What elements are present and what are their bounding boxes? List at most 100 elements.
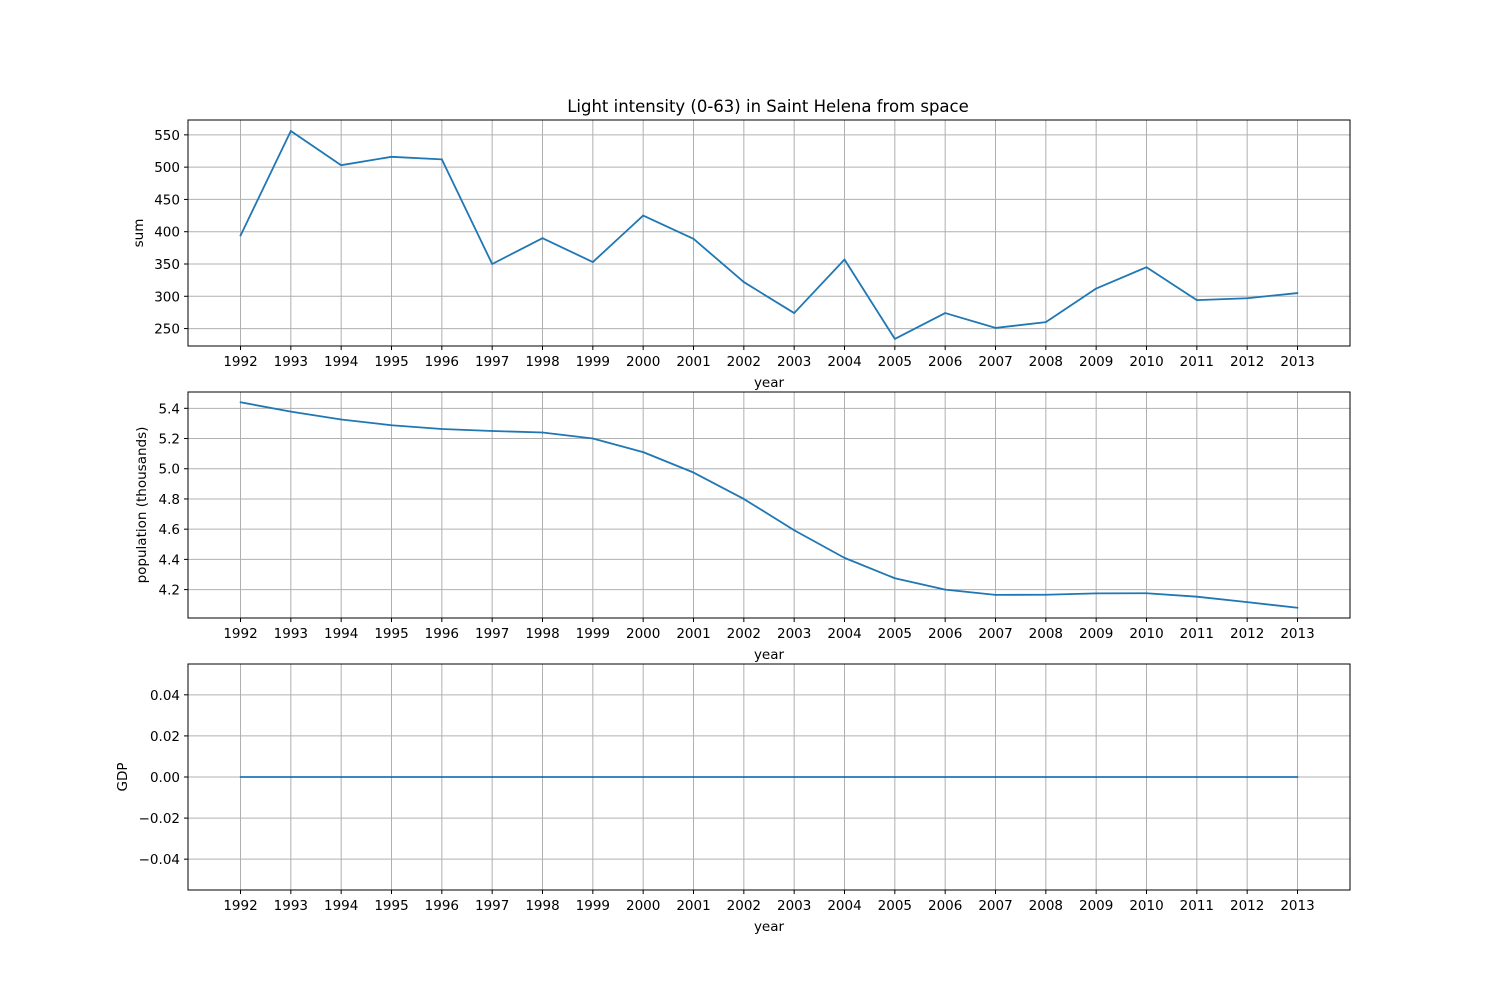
data-point [289, 130, 292, 132]
x-tick-label: 2010 [1129, 626, 1163, 642]
axes-frame [187, 391, 1351, 619]
y-tick-label: 4.6 [159, 522, 180, 538]
x-tick-label: 2000 [626, 626, 660, 642]
series-line [240, 401, 1298, 609]
x-tick-label: 2010 [1129, 354, 1163, 370]
x-axis-label: year [754, 375, 785, 391]
x-tick-label: 2001 [676, 626, 710, 642]
subplot-light-intensity: 1992 1993 1994 1995 1996 1997 1998 1999 2000 2001… [131, 119, 1351, 391]
data-point [440, 776, 443, 778]
x-tick-label: 1996 [425, 626, 459, 642]
y-axis-label: population (thousands) [134, 427, 150, 584]
x-tick-label: 2008 [1029, 354, 1063, 370]
x-tick-label: 2004 [827, 354, 861, 370]
x-tick-label: 2001 [676, 354, 710, 370]
data-point [1246, 601, 1249, 604]
plot-area: 1992 1993 1994 1995 1996 1997 1998 1999 2000 2001… [139, 663, 1351, 914]
subplot-gdp: 1992 1993 1994 1995 1996 1997 1998 1999 2000 2001… [115, 663, 1351, 935]
x-tick-label: 2011 [1180, 626, 1214, 642]
x-tick-label: 2012 [1230, 354, 1264, 370]
data-point [1296, 606, 1299, 609]
y-tick-label: 350 [154, 257, 180, 273]
x-tick-label: 2003 [777, 354, 811, 370]
data-point [390, 776, 393, 778]
data-point [692, 471, 695, 474]
data-point [1296, 292, 1299, 294]
x-tick-label: 1995 [374, 898, 408, 914]
x-tick-label: 1999 [576, 354, 610, 370]
y-tick-label: 400 [154, 225, 180, 241]
data-point [742, 776, 745, 778]
x-tick-label: 2008 [1029, 898, 1063, 914]
data-point [1095, 592, 1098, 595]
x-tick-label: 2009 [1079, 354, 1113, 370]
y-tick-label: 4.4 [159, 552, 180, 568]
x-tick-label: 1994 [324, 626, 358, 642]
data-point [541, 776, 544, 778]
data-point [843, 556, 846, 559]
data-point [944, 312, 947, 314]
data-point [591, 261, 594, 263]
data-point [1145, 776, 1148, 778]
data-point [239, 234, 242, 237]
x-tick-label: 1992 [223, 354, 257, 370]
x-tick-label: 2012 [1230, 898, 1264, 914]
x-tick-label: 1996 [425, 354, 459, 370]
y-tick-label: 5.4 [159, 401, 180, 417]
data-point [591, 776, 594, 778]
data-point [390, 424, 393, 427]
chart-title: Light intensity (0-63) in Saint Helena f… [567, 97, 969, 116]
data-point [239, 401, 242, 404]
x-tick-label: 1995 [374, 354, 408, 370]
y-tick-label: 300 [154, 289, 180, 305]
x-tick-label: 2007 [978, 898, 1012, 914]
y-tick-label: 550 [154, 128, 180, 144]
y-tick-label: 5.2 [159, 432, 180, 448]
y-tick-label: 0.02 [150, 729, 180, 745]
x-tick-label: 1999 [576, 626, 610, 642]
x-tick-label: 2010 [1129, 898, 1163, 914]
y-tick-label: 0.00 [150, 770, 180, 786]
y-tick-label: −0.04 [139, 852, 180, 868]
data-point [390, 155, 393, 158]
x-tick-label: 1996 [425, 898, 459, 914]
data-point [1195, 595, 1198, 598]
x-tick-label: 2007 [978, 354, 1012, 370]
y-axis-label: sum [131, 219, 147, 248]
x-tick-label: 1993 [274, 354, 308, 370]
data-point [692, 237, 695, 240]
data-point [289, 410, 292, 413]
data-point [1095, 776, 1098, 778]
data-point [843, 258, 846, 261]
x-tick-label: 1998 [525, 626, 559, 642]
data-point [340, 418, 343, 421]
x-tick-label: 2009 [1079, 898, 1113, 914]
data-point [239, 776, 242, 778]
x-tick-label: 2000 [626, 898, 660, 914]
data-point [944, 588, 947, 591]
x-tick-label: 1997 [475, 354, 509, 370]
data-point [994, 593, 997, 596]
x-tick-label: 2003 [777, 898, 811, 914]
axes-frame [187, 119, 1351, 347]
data-point [1095, 287, 1098, 290]
x-tick-label: 2000 [626, 354, 660, 370]
data-point [1044, 776, 1047, 778]
data-point [340, 776, 343, 778]
x-tick-label: 2008 [1029, 626, 1063, 642]
x-tick-label: 2007 [978, 626, 1012, 642]
data-point [793, 776, 796, 778]
data-point [1145, 592, 1148, 595]
x-axis-label: year [754, 647, 785, 663]
data-point [491, 263, 494, 265]
data-point [440, 428, 443, 430]
x-tick-label: 2002 [727, 354, 761, 370]
data-point [491, 430, 494, 432]
data-point [1246, 297, 1249, 300]
data-point [1195, 776, 1198, 778]
x-tick-label: 2002 [727, 898, 761, 914]
x-tick-label: 1992 [223, 898, 257, 914]
data-point [893, 577, 896, 580]
x-tick-label: 1998 [525, 354, 559, 370]
